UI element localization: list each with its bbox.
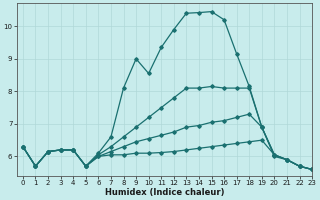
X-axis label: Humidex (Indice chaleur): Humidex (Indice chaleur)	[105, 188, 224, 197]
